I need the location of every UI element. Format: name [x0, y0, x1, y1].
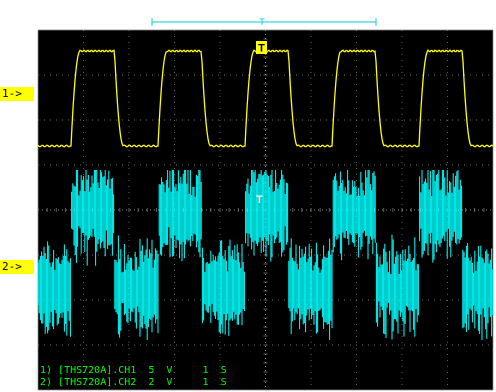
trigger-glyph: T: [258, 43, 265, 55]
record-window-ruler-icon[interactable]: T: [151, 17, 377, 27]
trace-trigger-marker: T: [256, 194, 263, 206]
ch1-settings-label: 1) [THS720A].CH1 5 V 1 S: [40, 365, 227, 376]
ch2-settings-label: 2) [THS720A].CH2 2 V 1 S: [40, 377, 227, 388]
trigger-position-icon[interactable]: T: [256, 41, 267, 55]
ch1-ground-marker[interactable]: 1->: [0, 87, 34, 101]
ruler-trigger-label: T: [259, 17, 265, 27]
ch2-ground-marker[interactable]: 2->: [0, 260, 34, 274]
ch2-waveform: [37, 170, 494, 340]
ch2-trace-noise: [37, 170, 494, 340]
trigger-badge: [256, 41, 267, 54]
